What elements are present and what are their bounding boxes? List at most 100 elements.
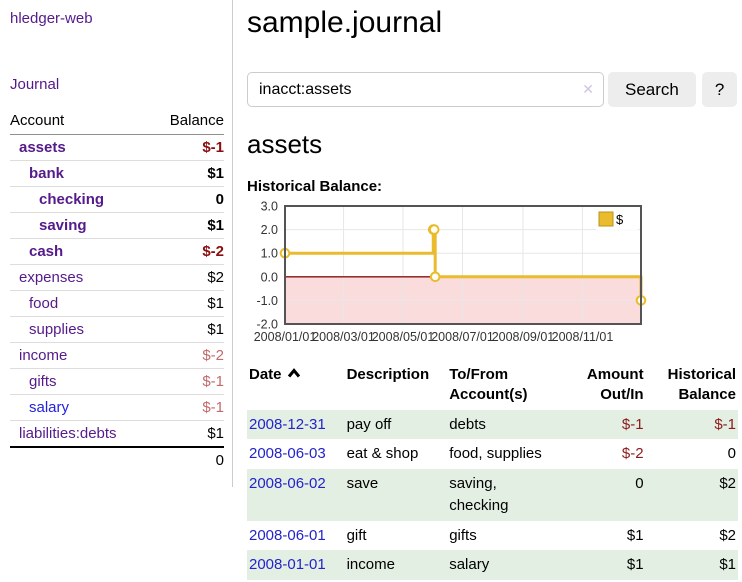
accounts-total-row: 0 [10,446,224,473]
svg-text:3.0: 3.0 [261,201,278,214]
search-input[interactable] [247,72,604,107]
page-title: sample.journal [247,6,443,39]
accounts-col-account: Account [10,109,152,135]
account-link-supplies[interactable]: supplies [29,321,85,338]
sort-ascending-icon [287,368,300,378]
svg-text:-2.0: -2.0 [256,318,278,332]
sidebar: hledger-web Journal Account Balance asse… [0,0,233,487]
svg-text:2008/01/01: 2008/01/01 [254,330,317,344]
svg-text:1.0: 1.0 [261,247,278,261]
help-button[interactable]: ? [701,72,738,107]
account-balance: $1 [151,212,224,239]
transaction-date-link[interactable]: 2008-06-02 [249,475,326,492]
transaction-amount: $-1 [621,415,644,433]
chart-title: Historical Balance: [247,178,383,195]
transaction-balance: 0 [727,445,736,463]
account-link-expenses[interactable]: expenses [19,269,84,286]
register-row: 2008-06-02 save saving, checking 0 $2 [247,469,738,521]
search-form: ✕ Search ? [247,72,738,107]
account-row: salary $-1 [10,394,224,421]
register-col-date[interactable]: Date [247,361,345,410]
account-balance: $-1 [151,368,224,395]
account-link-checking[interactable]: checking [39,191,105,208]
transaction-description: pay off [346,415,392,433]
transaction-date-link[interactable]: 2008-06-03 [249,445,326,463]
account-heading: assets [247,129,323,159]
account-link-saving[interactable]: saving [39,217,87,234]
transaction-accounts: saving, checking [449,475,509,514]
transaction-description: save [346,475,379,492]
register-row: 2008-12-31 pay off debts $-1 $-1 [247,409,738,440]
register-row: 2008-06-03 eat & shop food, supplies $-2… [247,439,738,469]
svg-text:2.0: 2.0 [261,223,278,237]
transaction-amount: 0 [635,475,644,492]
register-row: 2008-06-01 gift gifts $1 $2 [247,521,738,551]
transaction-description: income [346,556,395,574]
historical-balance-chart: $ -2.0 -1.0 0.0 1.0 2.0 3.0 2008/01/01 2008/03/0… [247,201,738,347]
svg-text:-1.0: -1.0 [256,294,278,308]
account-balance: $2 [151,264,224,291]
account-row: supplies $1 [10,316,224,343]
account-link-income[interactable]: income [19,347,68,364]
account-balance: $1 [151,420,224,447]
main-content: sample.journal ✕ Search ? assets Histori… [233,0,742,580]
account-balance: $-2 [151,238,224,265]
register-header-row: Date Description To/From Account(s) Amou… [247,361,738,410]
svg-text:2008/11/01: 2008/11/01 [552,330,614,344]
search-button[interactable]: Search [608,72,696,107]
account-row: food $1 [10,290,224,317]
register-col-accounts: To/From Account(s) [449,366,528,404]
transaction-date-link[interactable]: 2008-12-31 [249,415,326,433]
account-link-salary[interactable]: salary [29,399,70,416]
account-balance: $-1 [202,139,224,156]
account-link-cash[interactable]: cash [29,243,64,260]
register-row: 2008-01-01 income salary $1 $1 [247,550,738,580]
accounts-total: 0 [151,446,224,473]
svg-text:$: $ [616,212,624,227]
account-link-food[interactable]: food [29,295,59,312]
clear-search-icon[interactable]: ✕ [582,81,594,97]
transaction-balance: $2 [719,475,736,492]
account-balance: $-2 [151,342,224,369]
transaction-accounts: debts [449,415,486,433]
transaction-accounts: salary [449,556,490,574]
svg-text:2008/03/01: 2008/03/01 [312,330,375,344]
sidebar-item-journal[interactable]: Journal [10,76,60,93]
register-table: Date Description To/From Account(s) Amou… [247,361,738,580]
transaction-description: gift [346,526,367,544]
account-row: income $-2 [10,342,224,369]
transaction-description: eat & shop [346,445,419,463]
account-balance: $1 [151,290,224,317]
account-balance: $1 [151,160,224,187]
transaction-accounts: gifts [449,526,477,544]
account-row: bank $1 [10,160,224,187]
chart-canvas: $ -2.0 -1.0 0.0 1.0 2.0 3.0 2008/01/012008/03/0… [254,201,647,344]
account-row: assets $-1 [10,135,224,161]
transaction-amount: $1 [626,556,644,574]
transaction-accounts: food, supplies [449,445,542,463]
account-link-bank[interactable]: bank [29,165,65,182]
account-row: checking 0 [10,186,224,213]
svg-text:2008/07/01: 2008/07/01 [431,330,494,344]
register-col-description: Description [346,366,430,383]
account-row: expenses $2 [10,264,224,291]
accounts-col-balance: Balance [151,109,224,135]
transaction-balance: $1 [719,556,736,574]
app-title-link[interactable]: hledger-web [10,10,93,27]
account-link-liabilities-debts[interactable]: liabilities:debts [19,425,117,442]
transaction-amount: $-2 [621,445,644,463]
account-row: cash $-2 [10,238,224,265]
transaction-balance: $-1 [714,415,736,433]
transaction-date-link[interactable]: 2008-06-01 [249,526,326,544]
accounts-table: Account Balance assets $-1 bank $1 check… [10,109,224,473]
svg-text:0.0: 0.0 [261,270,278,284]
account-row: gifts $-1 [10,368,224,395]
account-row: saving $1 [10,212,224,239]
svg-text:2008/05/01: 2008/05/01 [372,330,435,344]
account-row: liabilities:debts $1 [10,420,224,447]
transaction-date-link[interactable]: 2008-01-01 [249,556,326,574]
account-link-assets[interactable]: assets [19,139,66,156]
account-link-gifts[interactable]: gifts [29,373,57,390]
svg-text:2008/09/01: 2008/09/01 [492,330,555,344]
register-col-amount: Amount Out/In [586,366,644,404]
